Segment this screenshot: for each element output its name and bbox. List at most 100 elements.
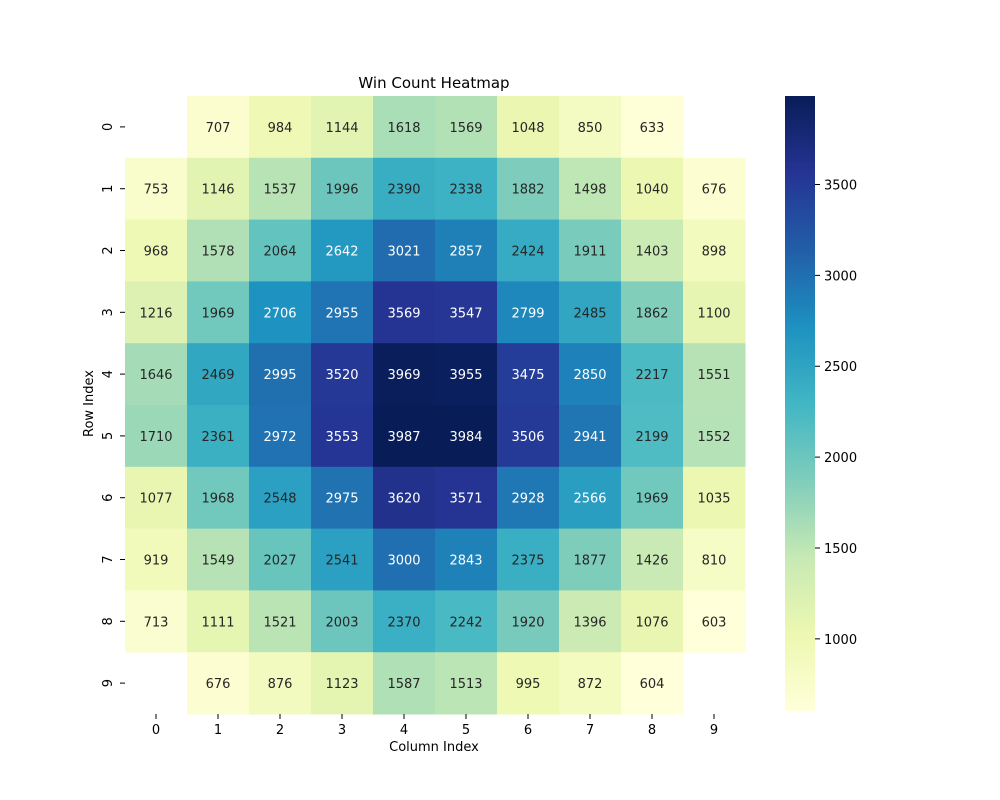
heatmap-cell	[435, 466, 498, 530]
cell-value-label: 676	[206, 677, 231, 692]
x-tick-label: 4	[400, 723, 408, 738]
cell-value-label: 2642	[325, 245, 358, 260]
heatmap-cell	[311, 652, 374, 715]
cell-value-label: 1216	[139, 306, 172, 321]
heatmap-cell	[249, 157, 312, 221]
colorbar-gradient	[785, 96, 815, 711]
heatmap-cell	[497, 219, 560, 282]
cell-value-label: 2548	[263, 492, 296, 507]
heatmap-cell	[373, 219, 436, 282]
y-tick-label: 3	[101, 308, 116, 316]
cell-value-label: 3955	[449, 368, 482, 383]
heatmap-cells: 707 984 1144 1618 1569 1048 850 633 753 1146 1537 1…	[125, 96, 746, 715]
cell-value-label: 3547	[449, 306, 482, 321]
heatmap-cell	[125, 590, 188, 653]
heatmap-cell	[621, 281, 684, 344]
cell-value-label: 1076	[635, 615, 668, 630]
cell-value-label: 1862	[635, 306, 668, 321]
cell-value-label: 1710	[139, 430, 172, 445]
heatmap-cell	[683, 405, 746, 468]
heatmap-cell	[559, 466, 622, 530]
cell-value-label: 2799	[511, 306, 544, 321]
cell-value-label: 1551	[697, 368, 730, 383]
cell-value-label: 2857	[449, 245, 482, 260]
heatmap-cell	[311, 281, 374, 344]
heatmap-cell	[559, 343, 622, 406]
cell-value-label: 2975	[325, 492, 358, 507]
heatmap-cell	[497, 405, 560, 468]
cell-value-label: 898	[702, 245, 727, 260]
cell-value-label: 1040	[635, 183, 668, 198]
cell-value-label: 810	[702, 554, 727, 569]
heatmap-cell	[497, 96, 560, 159]
colorbar-tick-label: 1000	[824, 633, 857, 648]
cell-value-label: 1882	[511, 183, 544, 198]
heatmap-cell	[373, 405, 436, 468]
heatmap-cell	[559, 590, 622, 653]
y-tick-label: 7	[101, 555, 116, 563]
heatmap-cell	[125, 405, 188, 468]
cell-value-label: 3021	[387, 245, 420, 260]
x-axis-label: Column Index	[389, 740, 479, 755]
y-tick-label: 2	[101, 246, 116, 254]
cell-value-label: 2370	[387, 615, 420, 630]
heatmap-cell	[621, 466, 684, 530]
cell-value-label: 1403	[635, 245, 668, 260]
heatmap-cell	[559, 405, 622, 468]
heatmap-cell	[621, 157, 684, 221]
x-tick-label: 9	[710, 723, 718, 738]
y-axis: 0 1 2 3 4 5 6 7 8 9	[101, 123, 125, 687]
cell-value-label: 2541	[325, 554, 358, 569]
cell-value-label: 872	[578, 677, 603, 692]
x-axis: 0 1 2 3 4 5 6 7 8 9	[152, 714, 718, 738]
cell-value-label: 1969	[635, 492, 668, 507]
cell-value-label: 2995	[263, 368, 296, 383]
cell-value-label: 3000	[387, 554, 420, 569]
heatmap-cell	[249, 405, 312, 468]
heatmap-cell	[373, 281, 436, 344]
heatmap-cell	[435, 528, 498, 591]
colorbar-tick-label: 3000	[824, 269, 857, 284]
y-tick-label: 1	[101, 185, 116, 193]
cell-value-label: 995	[516, 677, 541, 692]
cell-value-label: 713	[144, 615, 169, 630]
heatmap-cell	[187, 405, 250, 468]
cell-value-label: 1578	[201, 245, 234, 260]
heatmap-cell	[373, 343, 436, 406]
heatmap-cell	[249, 281, 312, 344]
cell-value-label: 604	[640, 677, 665, 692]
cell-value-label: 3984	[449, 430, 482, 445]
cell-value-label: 753	[144, 183, 169, 198]
cell-value-label: 1549	[201, 554, 234, 569]
cell-value-label: 1498	[573, 183, 606, 198]
colorbar-tick-label: 1500	[824, 542, 857, 557]
x-tick-label: 3	[338, 723, 346, 738]
colorbar-tick-label: 3500	[824, 179, 857, 194]
cell-value-label: 2064	[263, 245, 296, 260]
cell-value-label: 1537	[263, 183, 296, 198]
cell-value-label: 1969	[201, 306, 234, 321]
cell-value-label: 1513	[449, 677, 482, 692]
cell-value-label: 1521	[263, 615, 296, 630]
heatmap-cell	[497, 590, 560, 653]
heatmap-cell	[311, 466, 374, 530]
cell-value-label: 1618	[387, 121, 420, 136]
heatmap-cell	[621, 405, 684, 468]
heatmap-cell	[373, 96, 436, 159]
cell-value-label: 1569	[449, 121, 482, 136]
heatmap-cell	[559, 528, 622, 591]
cell-value-label: 3969	[387, 368, 420, 383]
heatmap-cell	[683, 590, 746, 653]
x-tick-label: 6	[524, 723, 532, 738]
chart-title: Win Count Heatmap	[358, 74, 509, 92]
colorbar-tick-label: 2000	[824, 451, 857, 466]
heatmap-cell	[497, 466, 560, 530]
cell-value-label: 2850	[573, 368, 606, 383]
heatmap-cell	[311, 96, 374, 159]
heatmap-cell	[311, 157, 374, 221]
cell-value-label: 1996	[325, 183, 358, 198]
heatmap-cell	[311, 343, 374, 406]
cell-value-label: 968	[144, 245, 169, 260]
heatmap-cell	[621, 590, 684, 653]
heatmap-cell	[249, 528, 312, 591]
